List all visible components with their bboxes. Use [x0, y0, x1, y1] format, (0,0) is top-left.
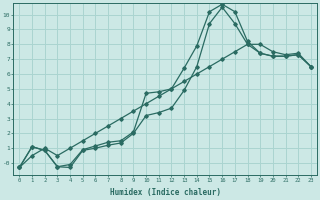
X-axis label: Humidex (Indice chaleur): Humidex (Indice chaleur): [110, 188, 220, 197]
